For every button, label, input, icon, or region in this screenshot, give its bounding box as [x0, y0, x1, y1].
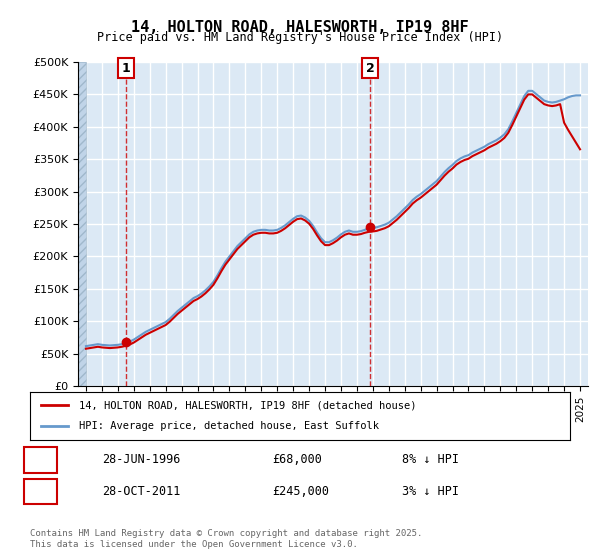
Text: 2: 2	[366, 62, 374, 74]
Text: 14, HOLTON ROAD, HALESWORTH, IP19 8HF: 14, HOLTON ROAD, HALESWORTH, IP19 8HF	[131, 20, 469, 35]
Text: £245,000: £245,000	[272, 485, 329, 498]
FancyBboxPatch shape	[23, 479, 58, 504]
Bar	[78, 62, 86, 386]
Text: 2: 2	[37, 485, 44, 498]
Text: Price paid vs. HM Land Registry's House Price Index (HPI): Price paid vs. HM Land Registry's House …	[97, 31, 503, 44]
Text: 1: 1	[121, 62, 130, 74]
Text: 1: 1	[37, 454, 44, 466]
Text: 14, HOLTON ROAD, HALESWORTH, IP19 8HF (detached house): 14, HOLTON ROAD, HALESWORTH, IP19 8HF (d…	[79, 400, 416, 410]
FancyBboxPatch shape	[23, 447, 58, 473]
Bar	[78, 62, 86, 386]
Text: 8% ↓ HPI: 8% ↓ HPI	[401, 454, 458, 466]
Text: 3% ↓ HPI: 3% ↓ HPI	[401, 485, 458, 498]
Text: 28-JUN-1996: 28-JUN-1996	[103, 454, 181, 466]
Text: 28-OCT-2011: 28-OCT-2011	[103, 485, 181, 498]
Text: Contains HM Land Registry data © Crown copyright and database right 2025.
This d: Contains HM Land Registry data © Crown c…	[30, 529, 422, 549]
Text: £68,000: £68,000	[272, 454, 322, 466]
Text: HPI: Average price, detached house, East Suffolk: HPI: Average price, detached house, East…	[79, 421, 379, 431]
